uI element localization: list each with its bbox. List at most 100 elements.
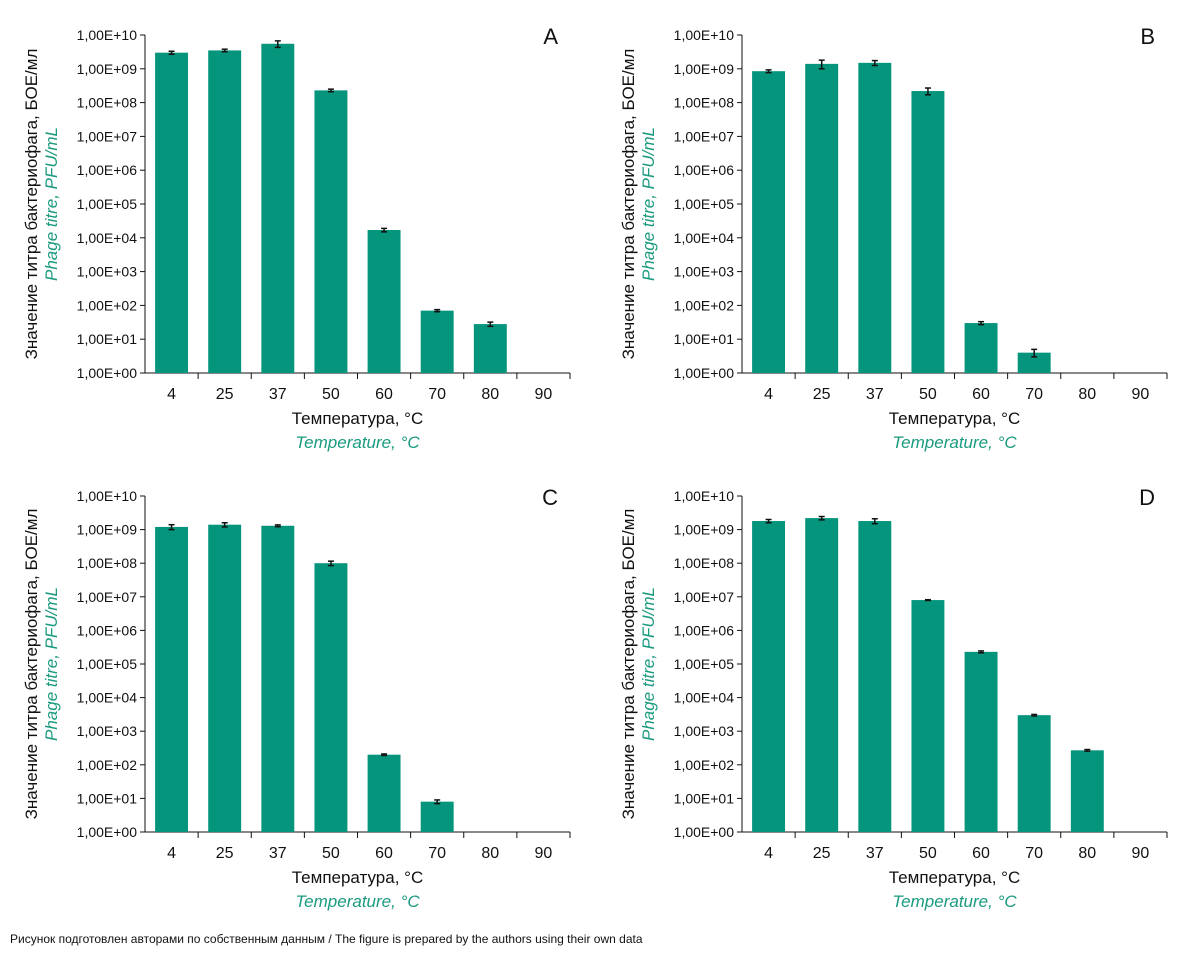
x-tick-label: 50 — [919, 845, 937, 862]
y-tick-label: 1,00E+01 — [77, 790, 138, 806]
x-tick-label: 4 — [764, 845, 773, 862]
y-tick-label: 1,00E+07 — [674, 128, 735, 144]
y-tick-label: 1,00E+10 — [77, 27, 138, 43]
x-tick-label: 70 — [1025, 845, 1043, 862]
y-tick-label: 1,00E+10 — [77, 488, 138, 504]
y-tick-label: 1,00E+08 — [674, 555, 735, 571]
y-tick-label: 1,00E+02 — [674, 297, 735, 313]
x-tick-label: 37 — [866, 845, 884, 862]
bar-60 — [367, 230, 401, 373]
x-tick-label: 50 — [322, 386, 340, 403]
y-tick-label: 1,00E+01 — [77, 331, 138, 347]
y-tick-label: 1,00E+04 — [77, 230, 138, 246]
y-tick-label: 1,00E+02 — [674, 757, 735, 773]
x-axis-label-en: Temperature, °C — [892, 892, 1017, 911]
y-tick-label: 1,00E+03 — [77, 264, 138, 280]
x-tick-label: 25 — [216, 386, 234, 403]
x-tick-label: 90 — [1132, 386, 1150, 403]
panel-letter: C — [542, 485, 558, 510]
bar-80 — [1070, 750, 1104, 832]
y-tick-label: 1,00E+09 — [674, 522, 735, 538]
y-tick-label: 1,00E+02 — [77, 297, 138, 313]
y-axis-label-en: Phage titre, PFU/mL — [639, 587, 658, 741]
y-tick-label: 1,00E+03 — [674, 723, 735, 739]
y-tick-label: 1,00E+08 — [77, 555, 138, 571]
y-tick-label: 1,00E+08 — [674, 95, 735, 111]
x-tick-label: 90 — [535, 845, 553, 862]
y-tick-label: 1,00E+05 — [77, 656, 138, 672]
bar-25 — [208, 50, 242, 374]
y-tick-label: 1,00E+09 — [77, 522, 138, 538]
bar-70 — [1017, 352, 1051, 373]
panel-letter: D — [1139, 485, 1155, 510]
bar-70 — [420, 801, 454, 832]
bar-37 — [858, 521, 892, 832]
bar-70 — [1017, 715, 1051, 832]
y-tick-label: 1,00E+03 — [77, 723, 138, 739]
y-tick-label: 1,00E+04 — [674, 230, 735, 246]
y-tick-label: 1,00E+09 — [77, 61, 138, 77]
figure-source-note: Рисунок подготовлен авторами по собствен… — [10, 932, 643, 946]
y-tick-label: 1,00E+06 — [77, 622, 138, 638]
bar-4 — [155, 526, 189, 832]
x-tick-label: 50 — [919, 386, 937, 403]
bar-60 — [367, 754, 401, 832]
bar-50 — [314, 563, 348, 832]
y-axis-label-en: Phage titre, PFU/mL — [639, 127, 658, 281]
x-tick-label: 70 — [428, 845, 446, 862]
x-tick-label: 90 — [1132, 845, 1150, 862]
x-tick-label: 90 — [535, 386, 553, 403]
y-tick-label: 1,00E+09 — [674, 61, 735, 77]
y-tick-label: 1,00E+06 — [674, 622, 735, 638]
y-tick-label: 1,00E+03 — [674, 264, 735, 280]
x-tick-label: 4 — [167, 845, 176, 862]
y-tick-label: 1,00E+07 — [674, 589, 735, 605]
x-tick-label: 25 — [216, 845, 234, 862]
x-tick-label: 80 — [1078, 845, 1096, 862]
panel-letter: B — [1140, 24, 1155, 49]
x-axis-label: Температура, °C — [292, 409, 423, 428]
y-axis-label-en: Phage titre, PFU/mL — [42, 587, 61, 741]
chart-panel-b: 1,00E+00 1,00E+01 1,00E+02 1,00E+03 1,00E+04… — [619, 24, 1168, 452]
x-tick-label: 37 — [269, 386, 287, 403]
y-tick-label: 1,00E+07 — [77, 589, 138, 605]
x-axis-label: Температура, °C — [292, 868, 423, 887]
y-tick-label: 1,00E+05 — [674, 196, 735, 212]
panel-letter: A — [543, 24, 558, 49]
x-axis-label: Температура, °C — [889, 868, 1020, 887]
bar-60 — [964, 323, 998, 373]
chart-panel-a: 1,00E+00 1,00E+01 1,00E+02 1,00E+03 1,00E+04… — [22, 24, 571, 452]
bar-80 — [473, 324, 507, 373]
y-axis-label: Значение титра бактериофага, БОЕ/мл — [619, 49, 638, 360]
x-tick-label: 70 — [428, 386, 446, 403]
bar-37 — [858, 62, 892, 373]
x-tick-label: 80 — [481, 845, 499, 862]
y-tick-label: 1,00E+05 — [674, 656, 735, 672]
y-tick-label: 1,00E+10 — [674, 27, 735, 43]
y-tick-label: 1,00E+04 — [674, 690, 735, 706]
y-tick-label: 1,00E+01 — [674, 790, 735, 806]
bar-60 — [964, 651, 998, 832]
x-tick-label: 60 — [375, 845, 393, 862]
y-tick-label: 1,00E+00 — [674, 824, 735, 840]
bar-4 — [752, 71, 786, 373]
bar-37 — [261, 525, 295, 832]
bar-37 — [261, 43, 295, 373]
y-tick-label: 1,00E+01 — [674, 331, 735, 347]
x-axis-label-en: Temperature, °C — [295, 433, 420, 452]
y-tick-label: 1,00E+06 — [674, 162, 735, 178]
x-tick-label: 80 — [1078, 386, 1096, 403]
bar-4 — [155, 52, 189, 373]
x-axis-label-en: Temperature, °C — [892, 433, 1017, 452]
y-tick-label: 1,00E+10 — [674, 488, 735, 504]
y-tick-label: 1,00E+06 — [77, 162, 138, 178]
x-tick-label: 50 — [322, 845, 340, 862]
y-tick-label: 1,00E+02 — [77, 757, 138, 773]
x-tick-label: 60 — [972, 386, 990, 403]
bar-50 — [911, 600, 945, 832]
x-axis-label-en: Temperature, °C — [295, 892, 420, 911]
chart-panel-c: 1,00E+00 1,00E+01 1,00E+02 1,00E+03 1,00E+04… — [22, 485, 571, 911]
bar-25 — [805, 518, 839, 832]
x-tick-label: 25 — [813, 845, 831, 862]
